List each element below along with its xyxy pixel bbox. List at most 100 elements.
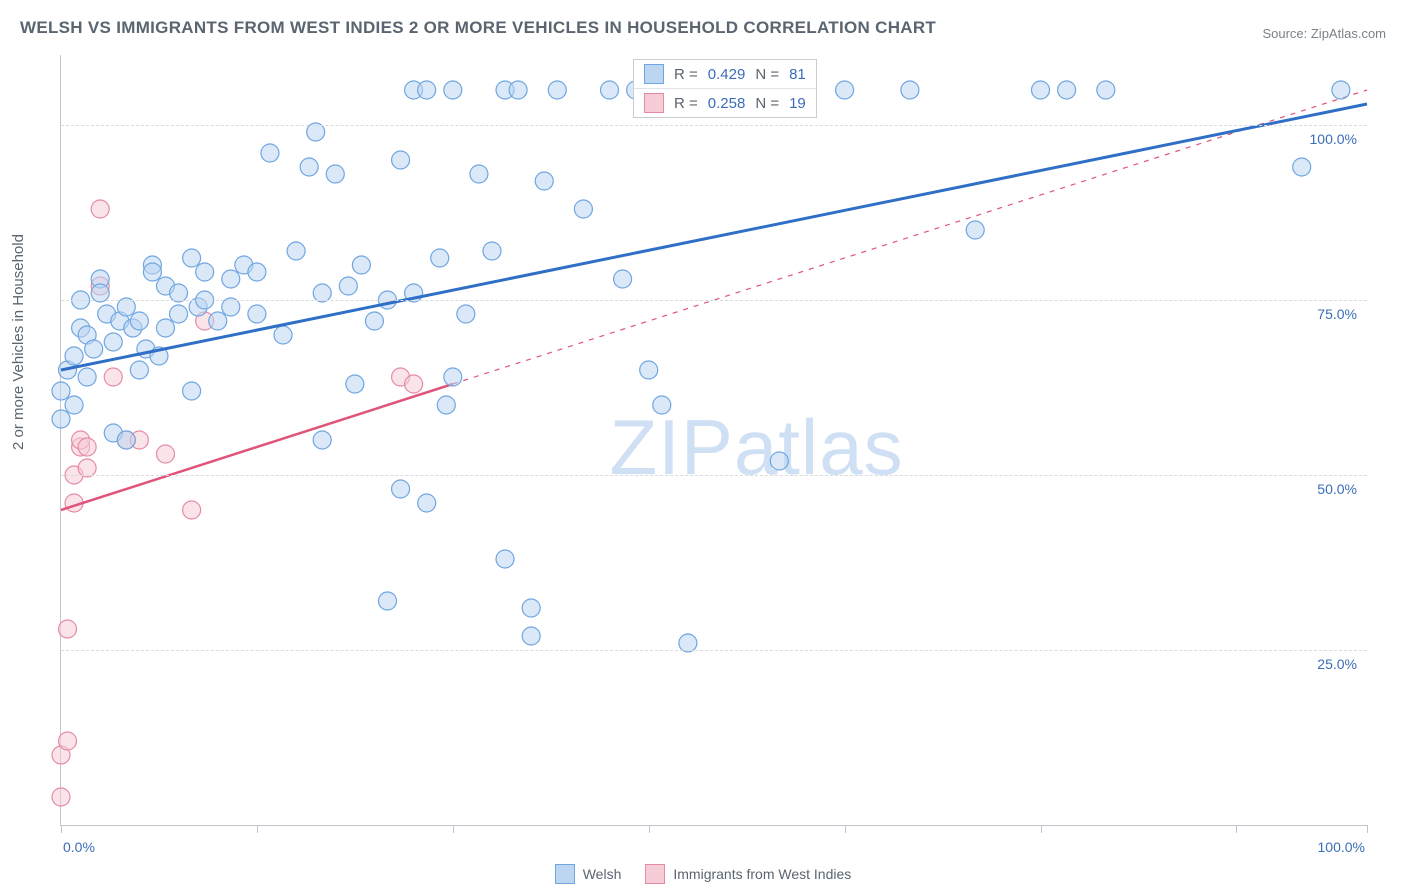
corr-N-westindies: 19: [789, 95, 806, 112]
scatter-point-welsh: [130, 312, 148, 330]
swatch-westindies: [644, 93, 664, 113]
correlation-row-westindies: R = 0.258 N = 19: [634, 89, 816, 117]
scatter-point-welsh: [392, 480, 410, 498]
scatter-point-westindies: [52, 788, 70, 806]
scatter-point-welsh: [143, 263, 161, 281]
corr-N-label: N =: [755, 66, 779, 83]
scatter-point-welsh: [418, 494, 436, 512]
scatter-point-welsh: [346, 375, 364, 393]
y-tick-label: 25.0%: [1317, 656, 1357, 672]
scatter-point-welsh: [339, 277, 357, 295]
gridline: [61, 125, 1367, 126]
gridline: [61, 475, 1367, 476]
y-axis-label: 2 or more Vehicles in Household: [10, 234, 27, 450]
x-tick: [649, 825, 650, 833]
legend-label-westindies: Immigrants from West Indies: [673, 866, 851, 882]
chart-container: WELSH VS IMMIGRANTS FROM WEST INDIES 2 O…: [0, 0, 1406, 892]
scatter-point-welsh: [52, 382, 70, 400]
scatter-point-westindies: [405, 375, 423, 393]
scatter-point-welsh: [901, 81, 919, 99]
scatter-point-welsh: [209, 312, 227, 330]
scatter-point-welsh: [287, 242, 305, 260]
correlation-row-welsh: R = 0.429 N = 81: [634, 60, 816, 89]
scatter-point-welsh: [1293, 158, 1311, 176]
x-tick: [1041, 825, 1042, 833]
y-tick-label: 50.0%: [1317, 481, 1357, 497]
scatter-point-welsh: [300, 158, 318, 176]
scatter-point-welsh: [444, 368, 462, 386]
plot-area: ZIPatlas R = 0.429 N = 81 R = 0.258 N = …: [60, 55, 1367, 826]
scatter-point-welsh: [496, 550, 514, 568]
x-tick: [1367, 825, 1368, 833]
scatter-point-welsh: [437, 396, 455, 414]
scatter-point-welsh: [457, 305, 475, 323]
scatter-point-welsh: [222, 270, 240, 288]
swatch-westindies: [645, 864, 665, 884]
scatter-point-welsh: [966, 221, 984, 239]
scatter-point-welsh: [601, 81, 619, 99]
scatter-point-welsh: [836, 81, 854, 99]
swatch-welsh: [555, 864, 575, 884]
scatter-point-westindies: [59, 620, 77, 638]
source-label: Source: ZipAtlas.com: [1262, 26, 1386, 41]
scatter-point-welsh: [85, 340, 103, 358]
x-tick-label: 100.0%: [1318, 839, 1365, 855]
corr-R-label: R =: [674, 95, 698, 112]
scatter-point-welsh: [65, 396, 83, 414]
scatter-point-welsh: [170, 305, 188, 323]
y-tick-label: 75.0%: [1317, 306, 1357, 322]
trendline-welsh: [61, 104, 1367, 370]
x-tick: [1236, 825, 1237, 833]
scatter-point-welsh: [326, 165, 344, 183]
scatter-point-welsh: [614, 270, 632, 288]
scatter-point-welsh: [183, 249, 201, 267]
x-tick: [61, 825, 62, 833]
chart-title: WELSH VS IMMIGRANTS FROM WEST INDIES 2 O…: [20, 18, 936, 38]
scatter-point-westindies: [156, 445, 174, 463]
scatter-point-welsh: [535, 172, 553, 190]
corr-N-welsh: 81: [789, 66, 806, 83]
legend-item-westindies: Immigrants from West Indies: [645, 864, 851, 884]
x-tick: [453, 825, 454, 833]
scatter-point-welsh: [130, 361, 148, 379]
legend-bottom: Welsh Immigrants from West Indies: [0, 864, 1406, 884]
scatter-point-welsh: [65, 347, 83, 365]
scatter-point-welsh: [274, 326, 292, 344]
scatter-point-welsh: [653, 396, 671, 414]
scatter-point-welsh: [392, 151, 410, 169]
trendline-dashed-westindies: [453, 90, 1367, 384]
scatter-point-welsh: [522, 627, 540, 645]
scatter-point-welsh: [196, 263, 214, 281]
gridline: [61, 300, 1367, 301]
scatter-point-welsh: [483, 242, 501, 260]
scatter-point-welsh: [379, 592, 397, 610]
scatter-point-welsh: [183, 382, 201, 400]
scatter-point-welsh: [156, 319, 174, 337]
scatter-point-welsh: [574, 200, 592, 218]
x-tick: [845, 825, 846, 833]
scatter-point-welsh: [248, 305, 266, 323]
x-tick: [257, 825, 258, 833]
scatter-point-westindies: [104, 368, 122, 386]
scatter-point-welsh: [248, 263, 266, 281]
scatter-point-welsh: [117, 431, 135, 449]
swatch-welsh: [644, 64, 664, 84]
scatter-point-welsh: [1332, 81, 1350, 99]
scatter-point-westindies: [78, 438, 96, 456]
scatter-point-westindies: [183, 501, 201, 519]
scatter-point-welsh: [509, 81, 527, 99]
corr-R-label: R =: [674, 66, 698, 83]
scatter-point-welsh: [431, 249, 449, 267]
gridline: [61, 650, 1367, 651]
correlation-panel: R = 0.429 N = 81 R = 0.258 N = 19: [633, 59, 817, 118]
scatter-point-welsh: [313, 431, 331, 449]
scatter-point-welsh: [78, 368, 96, 386]
scatter-point-welsh: [365, 312, 383, 330]
corr-N-label: N =: [755, 95, 779, 112]
scatter-point-welsh: [770, 452, 788, 470]
scatter-point-westindies: [91, 200, 109, 218]
scatter-point-welsh: [470, 165, 488, 183]
scatter-point-welsh: [1097, 81, 1115, 99]
plot-svg: [61, 55, 1367, 825]
corr-R-westindies: 0.258: [708, 95, 746, 112]
